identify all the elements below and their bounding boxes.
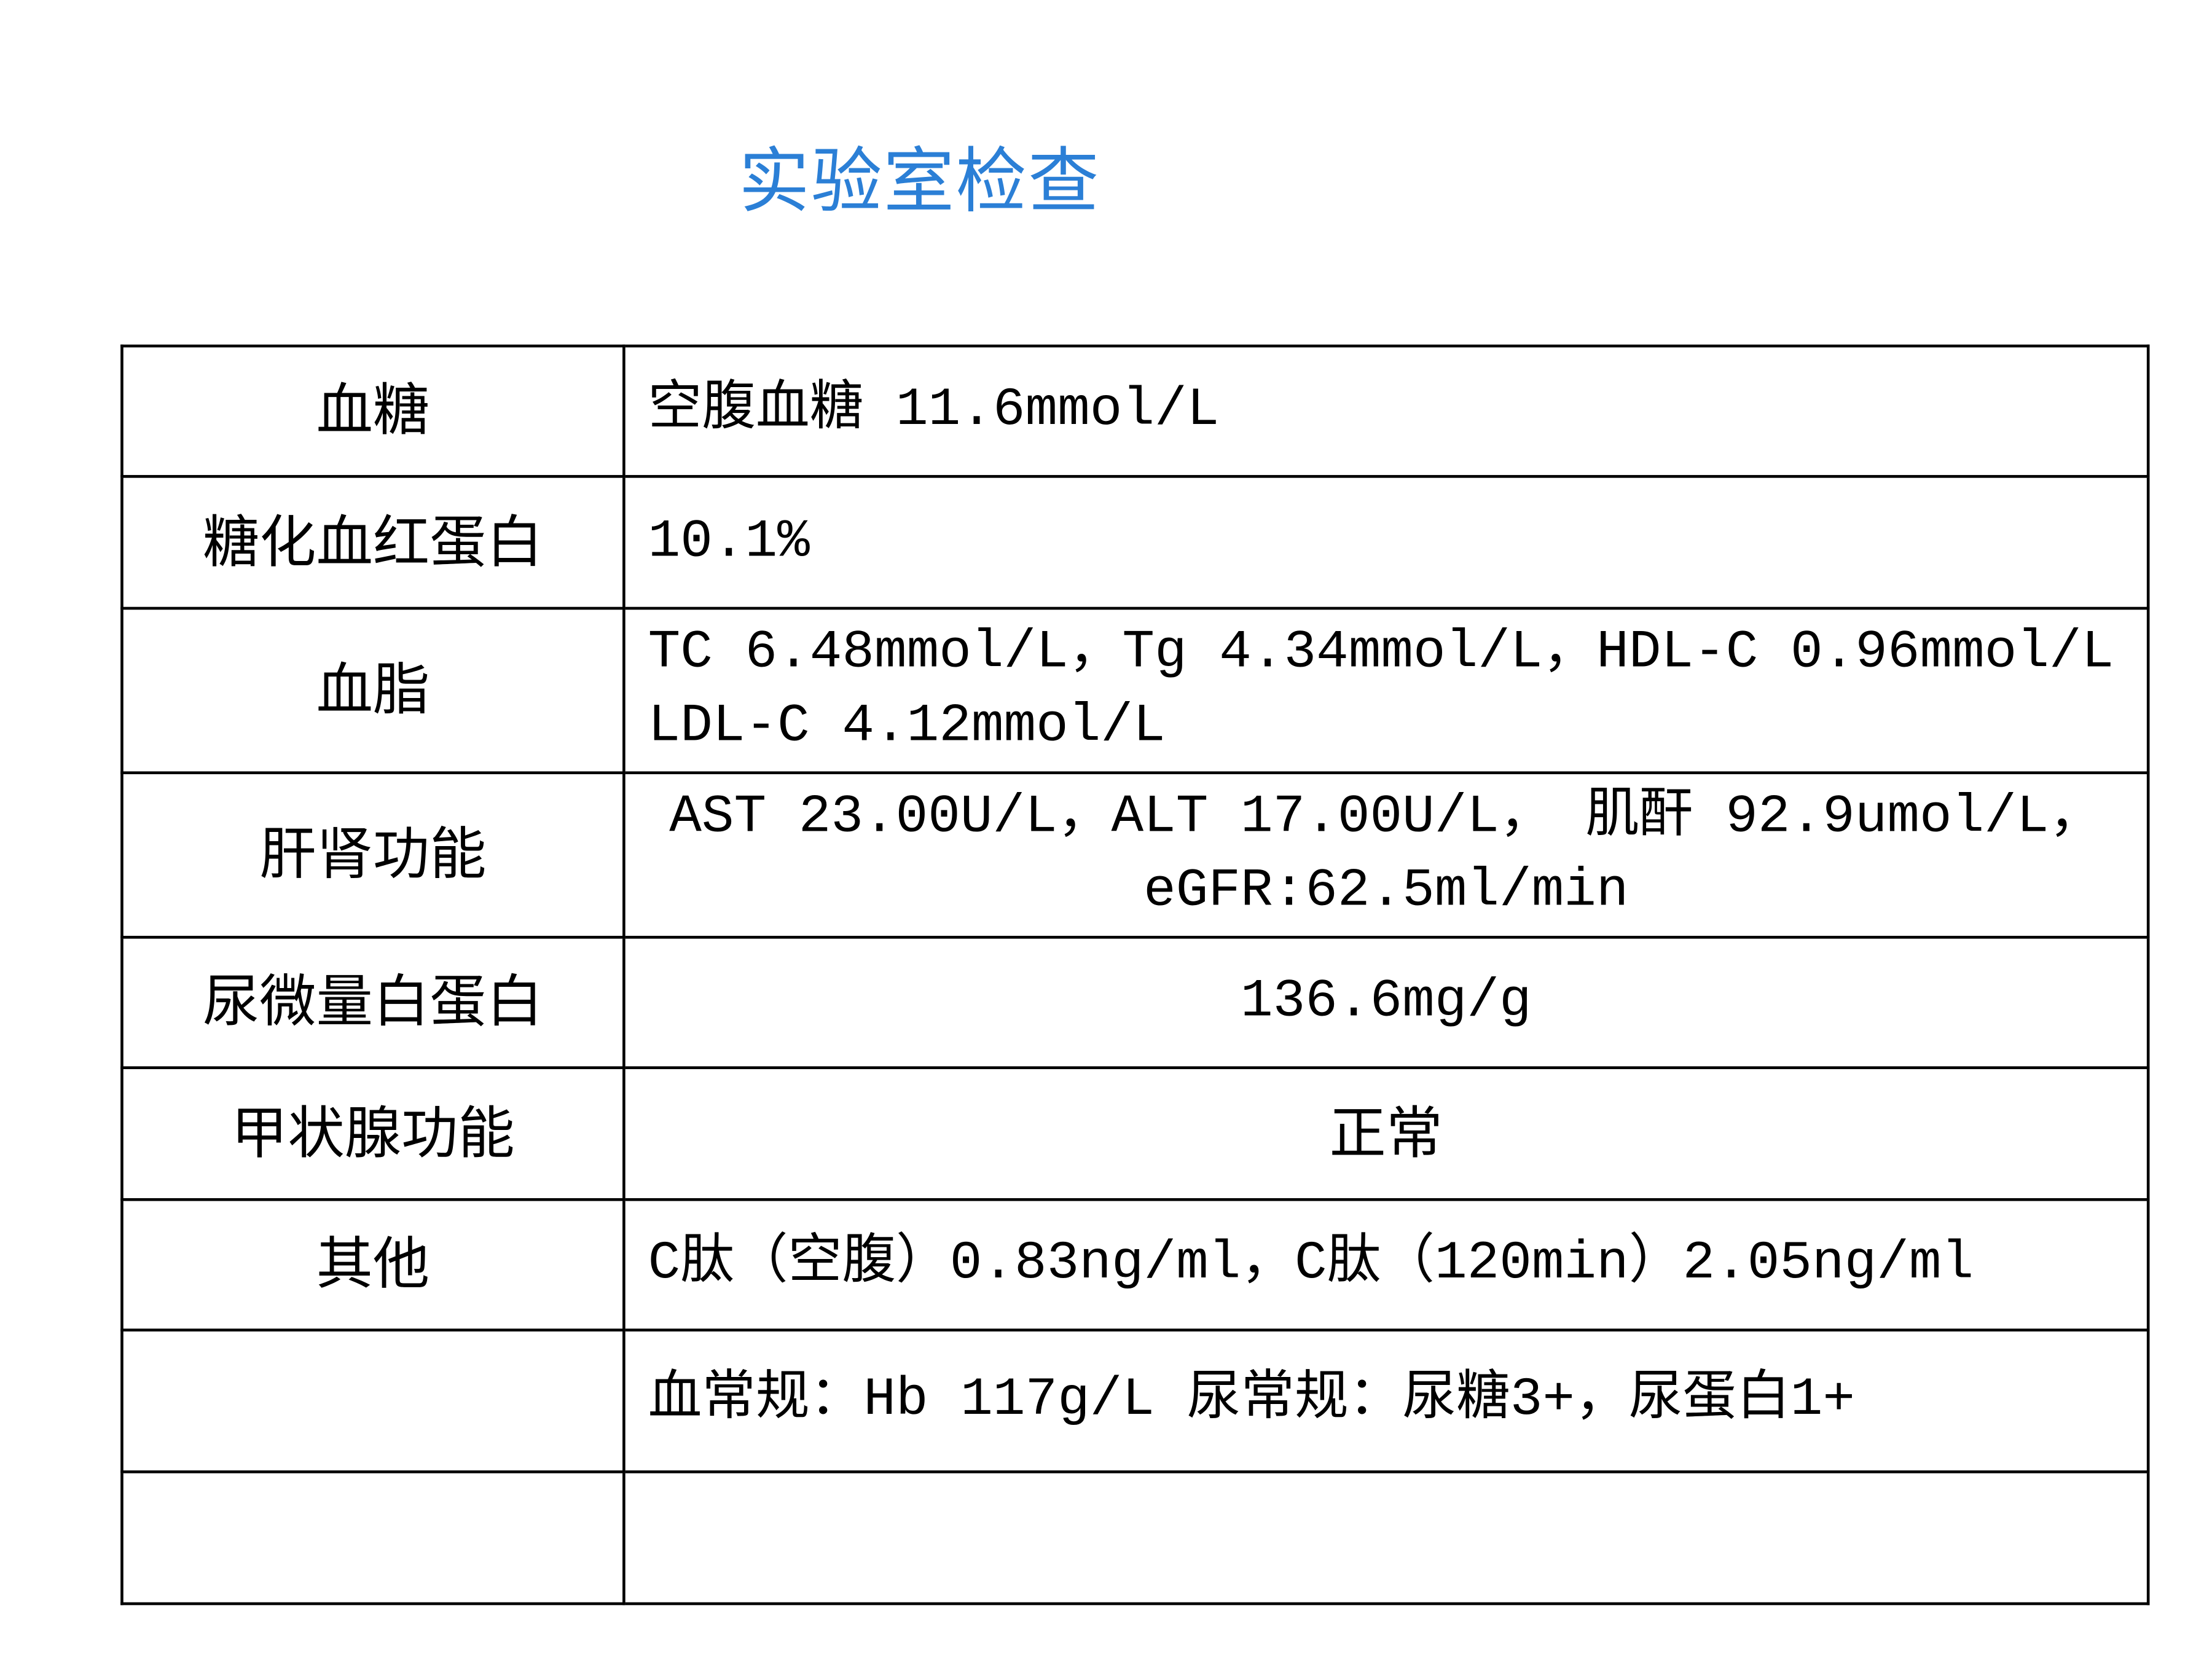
- row-label: [120, 1328, 626, 1473]
- value-line: TC 6.48mmol/L，Tg 4.34mmol/L，HDL-C 0.96mm…: [648, 622, 2114, 684]
- table-row: 其他 C肽（空腹）0.83ng/ml，C肽（120min）2.05ng/ml: [120, 1198, 2150, 1332]
- row-label: 血脂: [120, 606, 626, 775]
- row-label: 其他: [120, 1198, 626, 1332]
- value-line: AST 23.00U/L，ALT 17.00U/L， 肌酐 92.9umol/L…: [669, 786, 2103, 849]
- row-value: 空腹血糖 11.6mmol/L: [622, 344, 2150, 478]
- table-row: 糖化血红蛋白 10.1%: [120, 475, 2150, 610]
- lab-results-table: 血糖 空腹血糖 11.6mmol/L 糖化血红蛋白 10.1% 血脂 TC 6.…: [120, 344, 2150, 1606]
- row-label: [120, 1470, 626, 1606]
- row-value: 10.1%: [622, 475, 2150, 610]
- row-value: 136.6mg/g: [622, 936, 2150, 1070]
- row-value: AST 23.00U/L，ALT 17.00U/L， 肌酐 92.9umol/L…: [622, 771, 2150, 939]
- table-row: 血脂 TC 6.48mmol/L，Tg 4.34mmol/L，HDL-C 0.9…: [120, 606, 2150, 775]
- row-value: 正常: [622, 1066, 2150, 1201]
- value-line: LDL-C 4.12mmol/L: [648, 696, 1166, 758]
- row-value: 血常规：Hb 117g/L 尿常规：尿糖3+，尿蛋白1+: [622, 1328, 2150, 1473]
- row-label: 肝肾功能: [120, 771, 626, 939]
- row-value: TC 6.48mmol/L，Tg 4.34mmol/L，HDL-C 0.96mm…: [622, 606, 2150, 775]
- page-title: 实验室检查: [739, 140, 1100, 223]
- row-label: 甲状腺功能: [120, 1066, 626, 1201]
- table-row: 血常规：Hb 117g/L 尿常规：尿糖3+，尿蛋白1+: [120, 1328, 2150, 1473]
- row-value: C肽（空腹）0.83ng/ml，C肽（120min）2.05ng/ml: [622, 1198, 2150, 1332]
- row-value: [622, 1470, 2150, 1606]
- table-row: 尿微量白蛋白 136.6mg/g: [120, 936, 2150, 1070]
- table-row: 血糖 空腹血糖 11.6mmol/L: [120, 344, 2150, 478]
- row-label: 血糖: [120, 344, 626, 478]
- value-line: eGFR:62.5ml/min: [1143, 860, 1629, 922]
- table-row: 甲状腺功能 正常: [120, 1066, 2150, 1201]
- table-row: 肝肾功能 AST 23.00U/L，ALT 17.00U/L， 肌酐 92.9u…: [120, 771, 2150, 939]
- row-label: 糖化血红蛋白: [120, 475, 626, 610]
- row-label: 尿微量白蛋白: [120, 936, 626, 1070]
- table-row: [120, 1470, 2150, 1606]
